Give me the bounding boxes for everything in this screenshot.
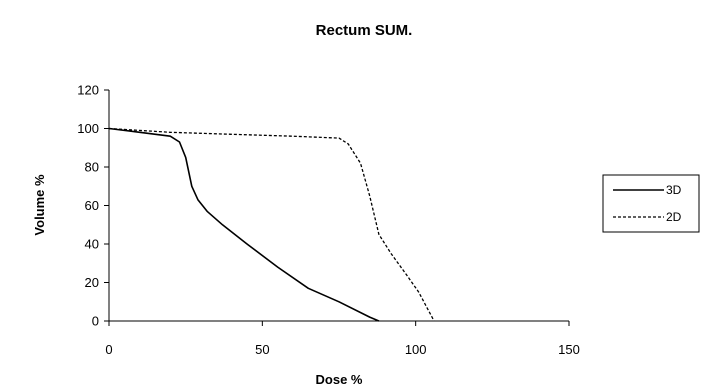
y-tick-label: 20 <box>85 275 99 290</box>
y-tick-label: 120 <box>77 83 99 98</box>
chart-title: Rectum SUM. <box>316 22 413 39</box>
series-layer <box>108 127 435 322</box>
legend-label-3d: 3D <box>666 183 682 197</box>
x-tick-label: 50 <box>255 342 269 357</box>
y-tick-label: 0 <box>92 314 99 329</box>
x-tick-label: 100 <box>405 342 427 357</box>
y-tick-label: 80 <box>85 160 99 175</box>
legend: 3D 2D <box>602 174 700 233</box>
legend-label-2d: 2D <box>666 210 682 224</box>
series-line-2d <box>108 127 435 322</box>
x-axis-label: Dose % <box>316 372 363 387</box>
y-tick-label: 40 <box>85 237 99 252</box>
x-ticks: 0 50 100 150 <box>105 321 580 357</box>
x-tick-label: 150 <box>558 342 580 357</box>
legend-box <box>602 174 700 233</box>
y-axis-label: Volume % <box>32 174 47 236</box>
y-ticks: 0 20 40 60 80 100 120 <box>77 83 109 329</box>
y-tick-label: 60 <box>85 198 99 213</box>
plot-area: 0 20 40 60 80 100 120 0 50 100 150 <box>77 83 580 358</box>
legend-items: 3D 2D <box>613 183 682 224</box>
x-tick-label: 0 <box>105 342 112 357</box>
series-line-3d <box>108 127 380 322</box>
y-tick-label: 100 <box>77 121 99 136</box>
